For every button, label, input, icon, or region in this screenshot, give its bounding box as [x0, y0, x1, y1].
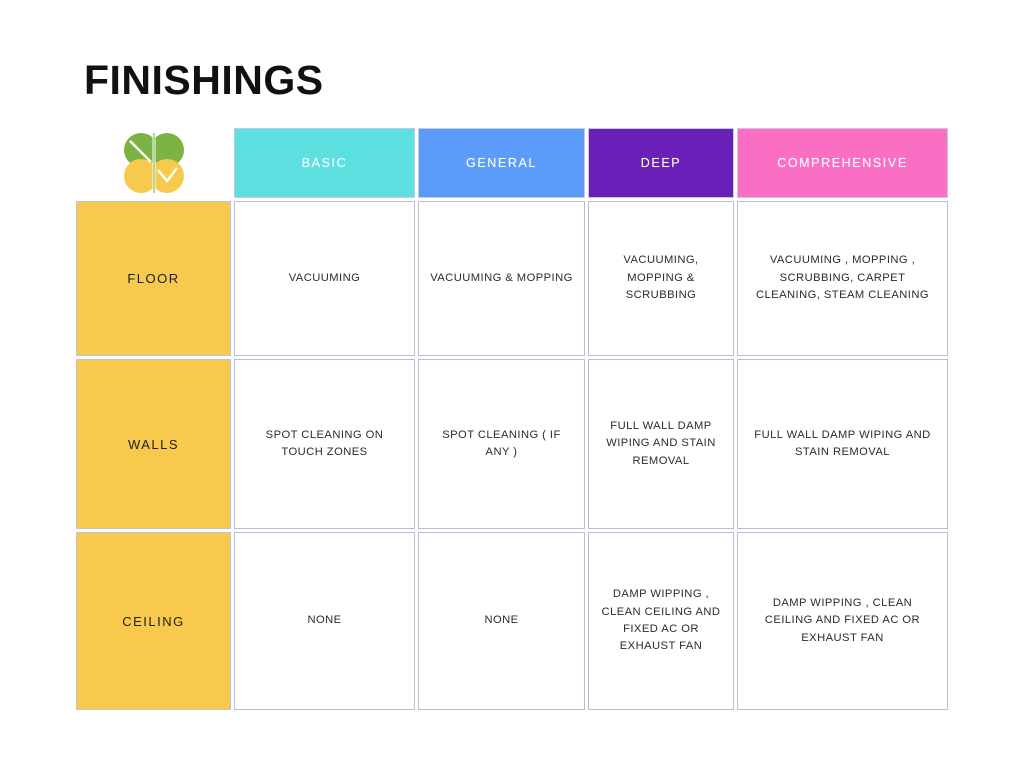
column-header-comprehensive-label: COMPREHENSIVE: [777, 156, 908, 170]
column-header-basic-label: BASIC: [301, 156, 348, 170]
table-cell-ceiling-comprehensive[interactable]: DAMP WIPPING , CLEAN CEILING AND FIXED A…: [737, 532, 948, 710]
row-header-floor-label: FLOOR: [127, 271, 180, 286]
cell-text: NONE: [307, 614, 342, 627]
table-cell-floor-deep[interactable]: VACUUMING, MOPPING & SCRUBBING: [588, 201, 734, 356]
cell-text: VACUUMING: [288, 271, 361, 284]
cell-text: NONE: [484, 614, 519, 627]
table-cell-walls-comprehensive[interactable]: FULL WALL DAMP WIPING AND STAIN REMOVAL: [737, 359, 948, 529]
column-header-deep[interactable]: DEEP: [588, 128, 734, 198]
cell-text: SPOT CLEANING ( IF ANY ): [442, 428, 561, 458]
table-cell-floor-comprehensive[interactable]: VACUUMING , MOPPING , SCRUBBING, CARPET …: [737, 201, 948, 356]
cell-text: SPOT CLEANING ON TOUCH ZONES: [265, 428, 384, 458]
row-header-floor[interactable]: FLOOR: [76, 201, 231, 356]
cell-text: VACUUMING & MOPPING: [430, 271, 573, 284]
clover-logo-icon: [122, 132, 186, 194]
row-header-ceiling[interactable]: CEILING: [76, 532, 231, 710]
table-cell-walls-general[interactable]: SPOT CLEANING ( IF ANY ): [418, 359, 585, 529]
table-cell-ceiling-deep[interactable]: DAMP WIPPING , CLEAN CEILING AND FIXED A…: [588, 532, 734, 710]
table-cell-walls-deep[interactable]: FULL WALL DAMP WIPING AND STAIN REMOVAL: [588, 359, 734, 529]
column-header-general[interactable]: GENERAL: [418, 128, 585, 198]
table-cell-floor-basic[interactable]: VACUUMING: [234, 201, 415, 356]
cell-text: DAMP WIPPING , CLEAN CEILING AND FIXED A…: [601, 588, 721, 653]
column-header-basic[interactable]: BASIC: [234, 128, 415, 198]
cell-text: DAMP WIPPING , CLEAN CEILING AND FIXED A…: [764, 596, 921, 644]
table-cell-ceiling-general[interactable]: NONE: [418, 532, 585, 710]
table-cell-walls-basic[interactable]: SPOT CLEANING ON TOUCH ZONES: [234, 359, 415, 529]
comparison-table: BASIC GENERAL DEEP COMPREHENSIVE FLOOR V…: [76, 128, 948, 710]
column-header-deep-label: DEEP: [640, 156, 682, 170]
table-cell-floor-general[interactable]: VACUUMING & MOPPING: [418, 201, 585, 356]
row-header-ceiling-label: CEILING: [122, 613, 185, 629]
cell-text: FULL WALL DAMP WIPING AND STAIN REMOVAL: [754, 428, 931, 458]
table-cell-ceiling-basic[interactable]: NONE: [234, 532, 415, 710]
page-title: FINISHINGS: [84, 57, 324, 103]
row-header-walls[interactable]: WALLS: [76, 359, 231, 529]
cell-text: VACUUMING, MOPPING & SCRUBBING: [623, 254, 699, 302]
row-header-walls-label: WALLS: [127, 436, 180, 452]
cell-text: FULL WALL DAMP WIPING AND STAIN REMOVAL: [606, 419, 716, 467]
column-header-comprehensive[interactable]: COMPREHENSIVE: [737, 128, 948, 198]
logo-cell: [76, 128, 231, 198]
cell-text: VACUUMING , MOPPING , SCRUBBING, CARPET …: [755, 254, 930, 302]
column-header-general-label: GENERAL: [466, 156, 537, 170]
